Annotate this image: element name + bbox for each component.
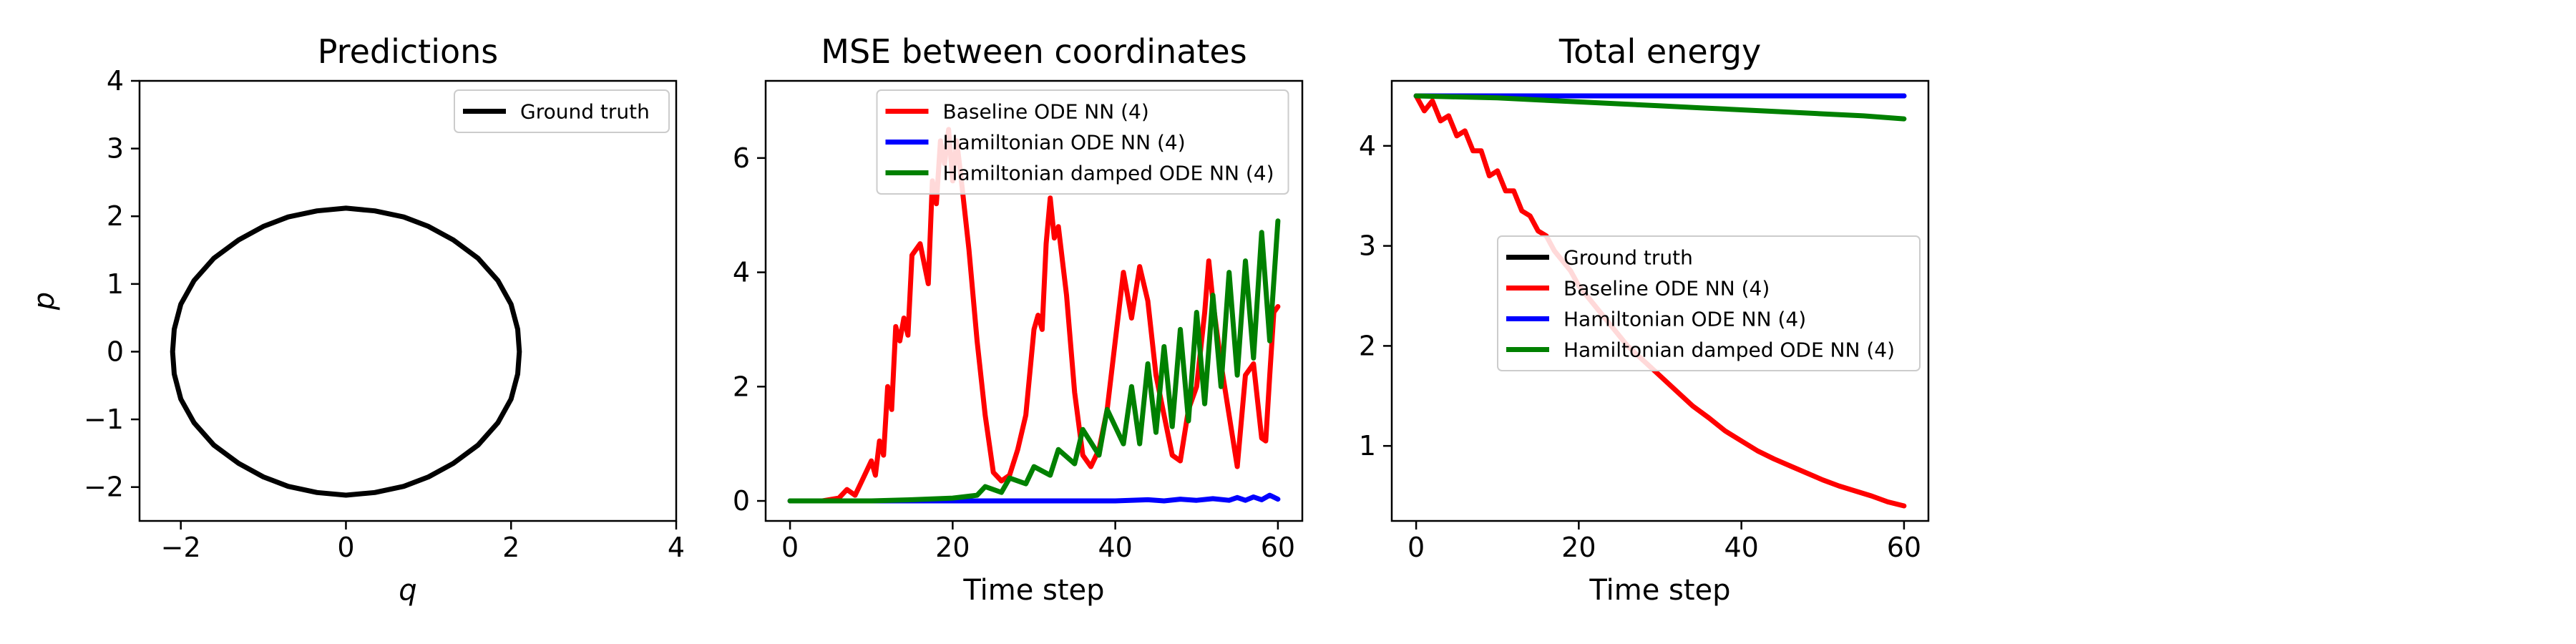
legend: Baseline ODE NN (4) Hamiltonian ODE NN (4… bbox=[876, 89, 1289, 195]
x-tick-label: 60 bbox=[1261, 532, 1295, 563]
x-tick-label: 4 bbox=[668, 532, 685, 563]
y-tick-label: 4 bbox=[107, 65, 124, 97]
legend-box bbox=[876, 89, 1289, 195]
legend-label-hamiltonian-damped-ode-nn-4: Hamiltonian damped ODE NN (4) bbox=[1563, 338, 1895, 362]
series-line-hamiltonian-ode-nn-4 bbox=[787, 492, 1281, 504]
legend-label-ground-truth: Ground truth bbox=[1563, 246, 1693, 270]
axes-frame bbox=[764, 79, 1304, 522]
x-tick-label: 0 bbox=[781, 532, 799, 563]
y-tick-label: 1 bbox=[1359, 430, 1376, 462]
y-tick-label: 4 bbox=[1359, 130, 1376, 162]
x-tick-label: 20 bbox=[935, 532, 970, 563]
series-line-baseline-ode-nn-4 bbox=[787, 127, 1281, 504]
x-tick-label: 40 bbox=[1724, 532, 1758, 563]
y-tick-label: 1 bbox=[107, 268, 124, 300]
legend-box bbox=[454, 89, 670, 133]
series-line-hamiltonian-damped-ode-nn-4 bbox=[1413, 93, 1907, 122]
axes-frame bbox=[1390, 79, 1930, 522]
axes-frame bbox=[138, 79, 678, 522]
x-axis-label: Time step bbox=[962, 574, 1104, 607]
legend-label-baseline-ode-nn-4: Baseline ODE NN (4) bbox=[1563, 277, 1770, 301]
legend-label-baseline-ode-nn-4: Baseline ODE NN (4) bbox=[943, 100, 1149, 124]
y-tick-label: 4 bbox=[733, 257, 750, 288]
x-axis-label: Time step bbox=[1589, 574, 1730, 607]
y-tick-label: 6 bbox=[733, 142, 750, 174]
legend: Ground truth bbox=[454, 89, 670, 133]
series-line-hamiltonian-damped-ode-nn-4 bbox=[787, 218, 1281, 504]
plot-area bbox=[170, 205, 522, 498]
chart-title: Total energy bbox=[1558, 32, 1761, 71]
y-tick-label: −2 bbox=[84, 472, 124, 503]
chart-title: Predictions bbox=[318, 32, 498, 71]
x-tick-label: 60 bbox=[1887, 532, 1921, 563]
y-tick-label: 3 bbox=[107, 133, 124, 165]
legend-label-hamiltonian-ode-nn-4: Hamiltonian ODE NN (4) bbox=[943, 131, 1186, 155]
legend-label-ground-truth: Ground truth bbox=[520, 100, 650, 124]
y-tick-label: 2 bbox=[1359, 330, 1376, 361]
plot-area bbox=[787, 127, 1281, 504]
y-axis-label: p bbox=[28, 292, 61, 311]
y-tick-label: 2 bbox=[733, 371, 750, 402]
chart-title: MSE between coordinates bbox=[821, 32, 1246, 71]
x-tick-label: 0 bbox=[337, 532, 354, 563]
legend: Ground truth Baseline ODE NN (4) Hamiltoni… bbox=[1497, 235, 1921, 371]
x-tick-label: 0 bbox=[1407, 532, 1425, 563]
chart-panel-1: −2 0 2 4 −2 −1 0 1 2 3 4 Predictions q p Ground truth bbox=[28, 32, 685, 607]
x-tick-label: 20 bbox=[1561, 532, 1596, 563]
series-line-ground-truth bbox=[170, 205, 522, 498]
legend-box bbox=[1497, 235, 1921, 371]
chart-panel-2: 0 20 40 60 0 2 4 6 MSE between coordinates Time s… bbox=[733, 32, 1304, 607]
x-tick-label: −2 bbox=[161, 532, 201, 563]
y-tick-label: −1 bbox=[84, 404, 124, 435]
legend-label-hamiltonian-ode-nn-4: Hamiltonian ODE NN (4) bbox=[1563, 308, 1806, 331]
y-tick-label: 0 bbox=[107, 336, 124, 367]
legend-label-hamiltonian-damped-ode-nn-4: Hamiltonian damped ODE NN (4) bbox=[943, 162, 1274, 185]
x-tick-label: 40 bbox=[1098, 532, 1132, 563]
chart-panel-3: 0 20 40 60 1 2 3 4 Total energy Time step Ground t… bbox=[1359, 32, 1930, 607]
y-tick-label: 2 bbox=[107, 200, 124, 232]
y-tick-label: 3 bbox=[1359, 230, 1376, 262]
x-axis-label: q bbox=[399, 574, 416, 607]
y-tick-label: 0 bbox=[733, 485, 750, 517]
x-tick-label: 2 bbox=[502, 532, 519, 563]
